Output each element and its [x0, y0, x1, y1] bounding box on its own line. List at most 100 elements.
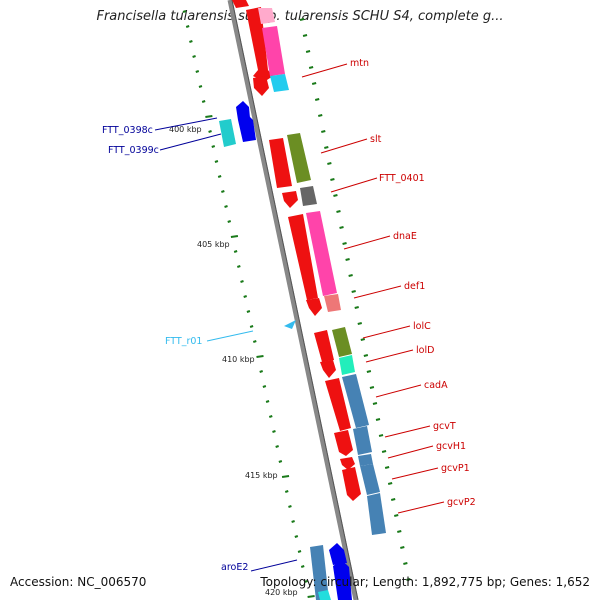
- scale-tick-right: [400, 546, 405, 549]
- gene-arrow-gcvp2-product[interactable]: [367, 493, 386, 535]
- gene-label-ftt0398c[interactable]: FTT_0398c: [102, 125, 153, 136]
- scale-tick-right: [348, 274, 353, 277]
- gene-arrow-lolc-cds[interactable]: [314, 330, 334, 362]
- scale-tick-right: [378, 434, 384, 437]
- scale-tick-right: [375, 418, 381, 421]
- scale-tick: [278, 460, 283, 463]
- gene-arrow-gcvp1-product[interactable]: [360, 464, 380, 495]
- leader-ftt-r01: [206, 330, 254, 342]
- gene-label-mtn[interactable]: mtn: [350, 58, 369, 69]
- gene-arrow-dnae-cds[interactable]: [288, 214, 318, 300]
- rna-arrow-ftt-r01[interactable]: [284, 320, 296, 329]
- scale-tick: [243, 295, 248, 298]
- scale-tick: [259, 370, 263, 373]
- gene-label-lold[interactable]: lolD: [416, 345, 434, 356]
- scale-tick: [198, 85, 203, 88]
- gene-label-ftt0399c[interactable]: FTT_0399c: [108, 145, 159, 156]
- scale-tick: [307, 595, 315, 598]
- leader-lolc: [362, 325, 411, 339]
- gene-label-slt[interactable]: slt: [370, 134, 382, 145]
- gene-arrow-ftt0401-product[interactable]: [300, 186, 317, 206]
- gene-label-gcvh1[interactable]: gcvH1: [436, 441, 466, 452]
- gene-arrow-gcvt-cds[interactable]: [334, 430, 353, 456]
- scale-label-410: 410 kbp: [222, 355, 255, 364]
- gene-arrow-gcvh1-product[interactable]: [358, 454, 373, 466]
- scale-tick-right: [339, 226, 344, 229]
- scale-tick: [281, 475, 290, 478]
- gene-arrow-mtn-top[interactable]: [232, 0, 249, 8]
- gene-arrow-mtn-product2[interactable]: [270, 74, 289, 92]
- gene-arrow-aroe2-cds2[interactable]: [333, 560, 352, 600]
- gene-label-ftt-r01[interactable]: FTT_r01: [165, 336, 202, 347]
- scale-tick: [230, 235, 239, 238]
- scale-tick: [300, 565, 305, 568]
- scale-tick: [182, 10, 187, 13]
- gene-label-gcvt[interactable]: gcvT: [433, 421, 456, 432]
- genome-stats-text: Topology: circular; Length: 1,892,775 bp…: [260, 575, 590, 589]
- gene-arrow-slt-product[interactable]: [287, 133, 311, 183]
- gene-arrow-mtn-cds2[interactable]: [253, 76, 269, 96]
- gene-arrow-lold-cds[interactable]: [320, 360, 336, 378]
- gene-arrow-gcvh1-cds[interactable]: [340, 457, 355, 470]
- gene-label-cada[interactable]: cadA: [424, 380, 448, 391]
- scale-tick-right: [351, 290, 356, 293]
- scale-tick: [246, 310, 251, 313]
- map-title: Francisella tularensis subsp. tularensis…: [96, 9, 504, 24]
- scale-tick-right: [369, 386, 375, 389]
- gene-arrow-slt-cds[interactable]: [269, 138, 292, 188]
- gene-arrow-aroe2-cds[interactable]: [329, 543, 347, 565]
- scale-tick: [233, 250, 238, 253]
- gene-arrow-ftt0399c-cds2[interactable]: [238, 113, 256, 142]
- gene-arrow-cada-cds[interactable]: [325, 378, 351, 431]
- gene-arrow-aroe2-product[interactable]: [310, 545, 329, 600]
- gene-label-lolc[interactable]: lolC: [413, 321, 431, 332]
- gene-arrow-lolc-product[interactable]: [332, 327, 352, 357]
- gene-arrow-def1-product[interactable]: [324, 294, 341, 312]
- scale-tick-right: [333, 194, 338, 197]
- gene-label-aroe2[interactable]: aroE2: [221, 562, 248, 573]
- scale-label-400: 400 kbp: [169, 125, 202, 134]
- gene-label-gcvp1[interactable]: gcvP1: [441, 463, 470, 474]
- gene-arrow-def1-cds[interactable]: [306, 298, 322, 316]
- scale-tick: [195, 70, 200, 73]
- gene-label-ftt0401[interactable]: FTT_0401: [379, 173, 425, 184]
- scale-tick-right: [354, 306, 359, 309]
- gene-arrow-gcvp1-cds[interactable]: [342, 467, 361, 501]
- gene-arrow-mtn-product[interactable]: [262, 26, 285, 76]
- leader-gcvh1: [387, 445, 434, 459]
- gene-arrow-mtn-top2[interactable]: [258, 8, 275, 24]
- scale-tick: [221, 190, 225, 193]
- scale-tick-right: [381, 450, 387, 453]
- scale-tick: [217, 175, 222, 178]
- gene-arrow-gcvt-product[interactable]: [353, 426, 372, 455]
- scale-tick: [205, 115, 213, 118]
- leader-slt: [320, 138, 368, 154]
- scale-tick: [227, 220, 232, 223]
- gene-arrow-mtn-cds[interactable]: [246, 7, 273, 82]
- leader-gcvt: [384, 425, 431, 438]
- gene-arrow-aroe2-product2[interactable]: [318, 590, 331, 600]
- scale-tick: [268, 415, 273, 418]
- leader-ftt0401: [330, 177, 378, 193]
- scale-tick-right: [390, 498, 396, 501]
- gene-arrow-dnae-product[interactable]: [306, 211, 337, 296]
- gene-arrow-cada-product[interactable]: [342, 374, 369, 428]
- gene-arrow-lold-product[interactable]: [339, 355, 355, 375]
- scale-tick: [288, 505, 292, 508]
- scale-tick: [256, 355, 264, 358]
- gene-arrow-ftt0401-cds[interactable]: [282, 191, 298, 208]
- gene-label-gcvp2[interactable]: gcvP2: [447, 497, 476, 508]
- gene-arrow-ftt0398c-product[interactable]: [219, 119, 236, 147]
- scale-tick: [189, 40, 193, 43]
- gene-label-def1[interactable]: def1: [404, 281, 425, 292]
- leader-mtn: [301, 63, 348, 78]
- gene-label-dnae[interactable]: dnaE: [393, 231, 417, 242]
- scale-tick: [262, 385, 267, 388]
- scale-tick-right: [327, 162, 332, 165]
- scale-tick: [284, 490, 289, 493]
- scale-tick-right: [397, 530, 402, 533]
- scale-tick-right: [336, 210, 341, 213]
- scale-tick-right: [342, 242, 347, 245]
- scale-tick-right: [345, 258, 350, 261]
